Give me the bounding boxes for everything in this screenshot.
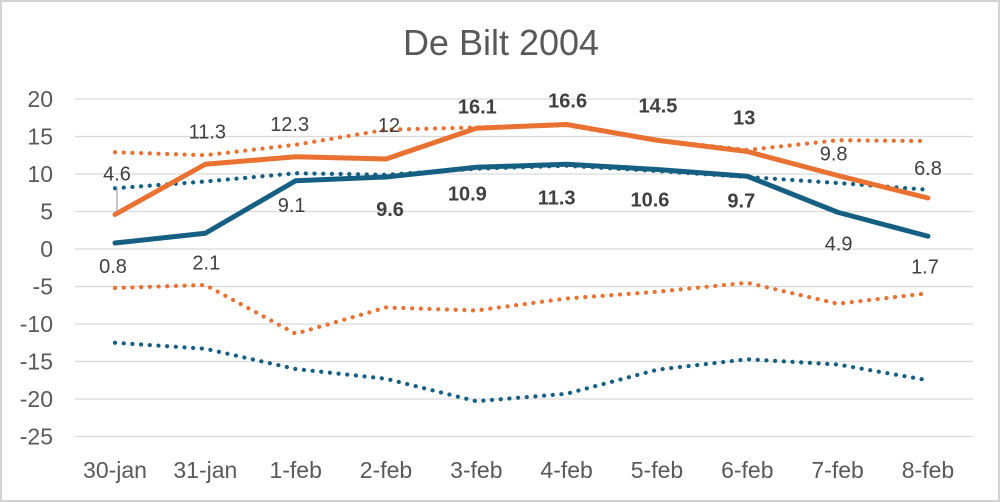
data-label: 16.6: [548, 91, 587, 113]
data-label: 0.8: [99, 256, 127, 278]
data-label: 10.9: [448, 183, 487, 205]
axis-tick-labels: 20 15 10 5 0 -5 -10 -15 -20 -25 30-jan 31-jan 1-feb 2…: [20, 86, 954, 483]
series-lines: [112, 122, 931, 404]
x-tick-label: 31-jan: [173, 457, 237, 483]
y-tick-label: -25: [20, 424, 53, 450]
series-lower-dotted-orange: [112, 280, 931, 336]
series-upper-dotted-orange: [112, 123, 931, 158]
data-label: 12: [378, 115, 400, 137]
x-tick-label: 2-feb: [360, 457, 412, 483]
y-tick-label: -15: [20, 349, 53, 375]
x-tick-label: 30-jan: [83, 457, 147, 483]
y-tick-label: -20: [20, 386, 53, 412]
y-tick-label: -5: [33, 274, 53, 300]
gridlines: [75, 98, 973, 438]
y-tick-label: 15: [27, 124, 53, 150]
x-tick-label: 7-feb: [811, 457, 863, 483]
data-label: 4.9: [825, 233, 853, 255]
x-tick-label: 1-feb: [269, 457, 321, 483]
data-label: 11.3: [538, 187, 576, 209]
x-tick-label: 5-feb: [631, 457, 683, 483]
series-solid-orange-max: [112, 122, 931, 217]
x-tick-label: 8-feb: [902, 457, 954, 483]
data-label: 11.3: [189, 121, 226, 143]
x-tick-label: 4-feb: [540, 457, 592, 483]
chart-title: De Bilt 2004: [403, 22, 599, 63]
data-label: 2.1: [192, 252, 220, 274]
data-label: 9.1: [278, 195, 306, 217]
x-tick-label: 3-feb: [450, 457, 502, 483]
series-solid-teal-min: [112, 161, 931, 246]
y-tick-label: 20: [27, 86, 53, 112]
series-lower-dotted-teal: [112, 340, 931, 404]
data-label: 9.8: [820, 144, 848, 166]
data-label: 9.6: [376, 199, 404, 221]
data-label: 1.7: [911, 256, 939, 278]
data-label: 13: [733, 108, 755, 130]
data-label: 10.6: [631, 190, 670, 212]
data-label: 12.3: [270, 114, 309, 136]
y-tick-label: 0: [40, 236, 53, 262]
y-tick-label: 5: [40, 199, 53, 225]
y-tick-label: 10: [27, 161, 53, 187]
data-labels: 4.6 11.3 12.3 12 16.1 16.6 14.5 13 9.8 6.8 0.8 2.1 9…: [99, 91, 942, 279]
data-label: 4.6: [103, 164, 131, 186]
data-label: 9.7: [727, 190, 755, 212]
x-tick-label: 6-feb: [721, 457, 773, 483]
data-label: 14.5: [639, 95, 678, 117]
data-label: 16.1: [458, 96, 497, 118]
data-label: 6.8: [914, 158, 942, 180]
y-tick-label: -10: [20, 311, 53, 337]
